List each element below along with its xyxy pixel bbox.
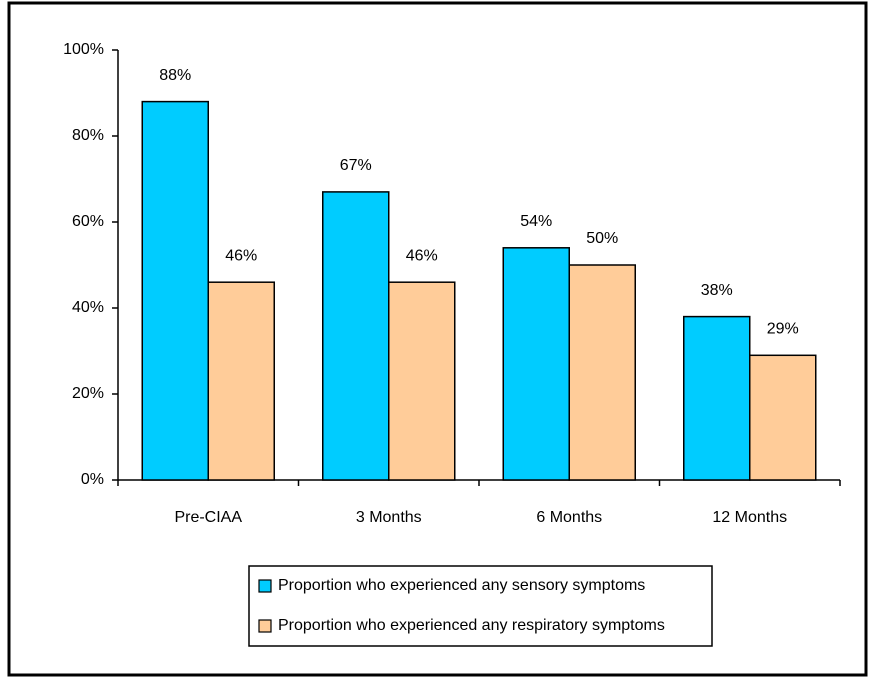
legend-swatch <box>258 579 272 593</box>
legend-label: Proportion who experienced any sensory s… <box>278 577 645 594</box>
x-tick-label: 6 Months <box>536 509 602 526</box>
y-tick-label: 80% <box>72 127 104 144</box>
bar <box>388 281 456 481</box>
frame <box>7 1 868 677</box>
data-label: 88% <box>159 67 191 84</box>
bar <box>141 100 209 481</box>
y-tick-label: 40% <box>72 299 104 316</box>
data-label: 29% <box>767 321 799 338</box>
x-tick-label: Pre-CIAA <box>174 509 242 526</box>
data-label: 38% <box>701 282 733 299</box>
bar <box>207 281 275 481</box>
data-label: 54% <box>520 213 552 230</box>
bar <box>568 264 636 481</box>
legend-swatch <box>258 619 272 633</box>
y-tick-label: 100% <box>63 41 104 58</box>
bar <box>322 191 390 481</box>
data-label: 46% <box>225 247 257 264</box>
y-tick-label: 20% <box>72 385 104 402</box>
data-label: 50% <box>586 230 618 247</box>
bar <box>502 247 570 481</box>
legend-label: Proportion who experienced any respirato… <box>278 617 665 634</box>
x-tick-label: 12 Months <box>712 509 787 526</box>
data-label: 46% <box>406 247 438 264</box>
bar <box>683 315 751 481</box>
data-label: 67% <box>340 157 372 174</box>
legend-box <box>248 565 713 647</box>
x-tick-label: 3 Months <box>356 509 422 526</box>
y-tick-label: 0% <box>81 471 104 488</box>
bar <box>749 354 817 481</box>
y-tick-label: 60% <box>72 213 104 230</box>
